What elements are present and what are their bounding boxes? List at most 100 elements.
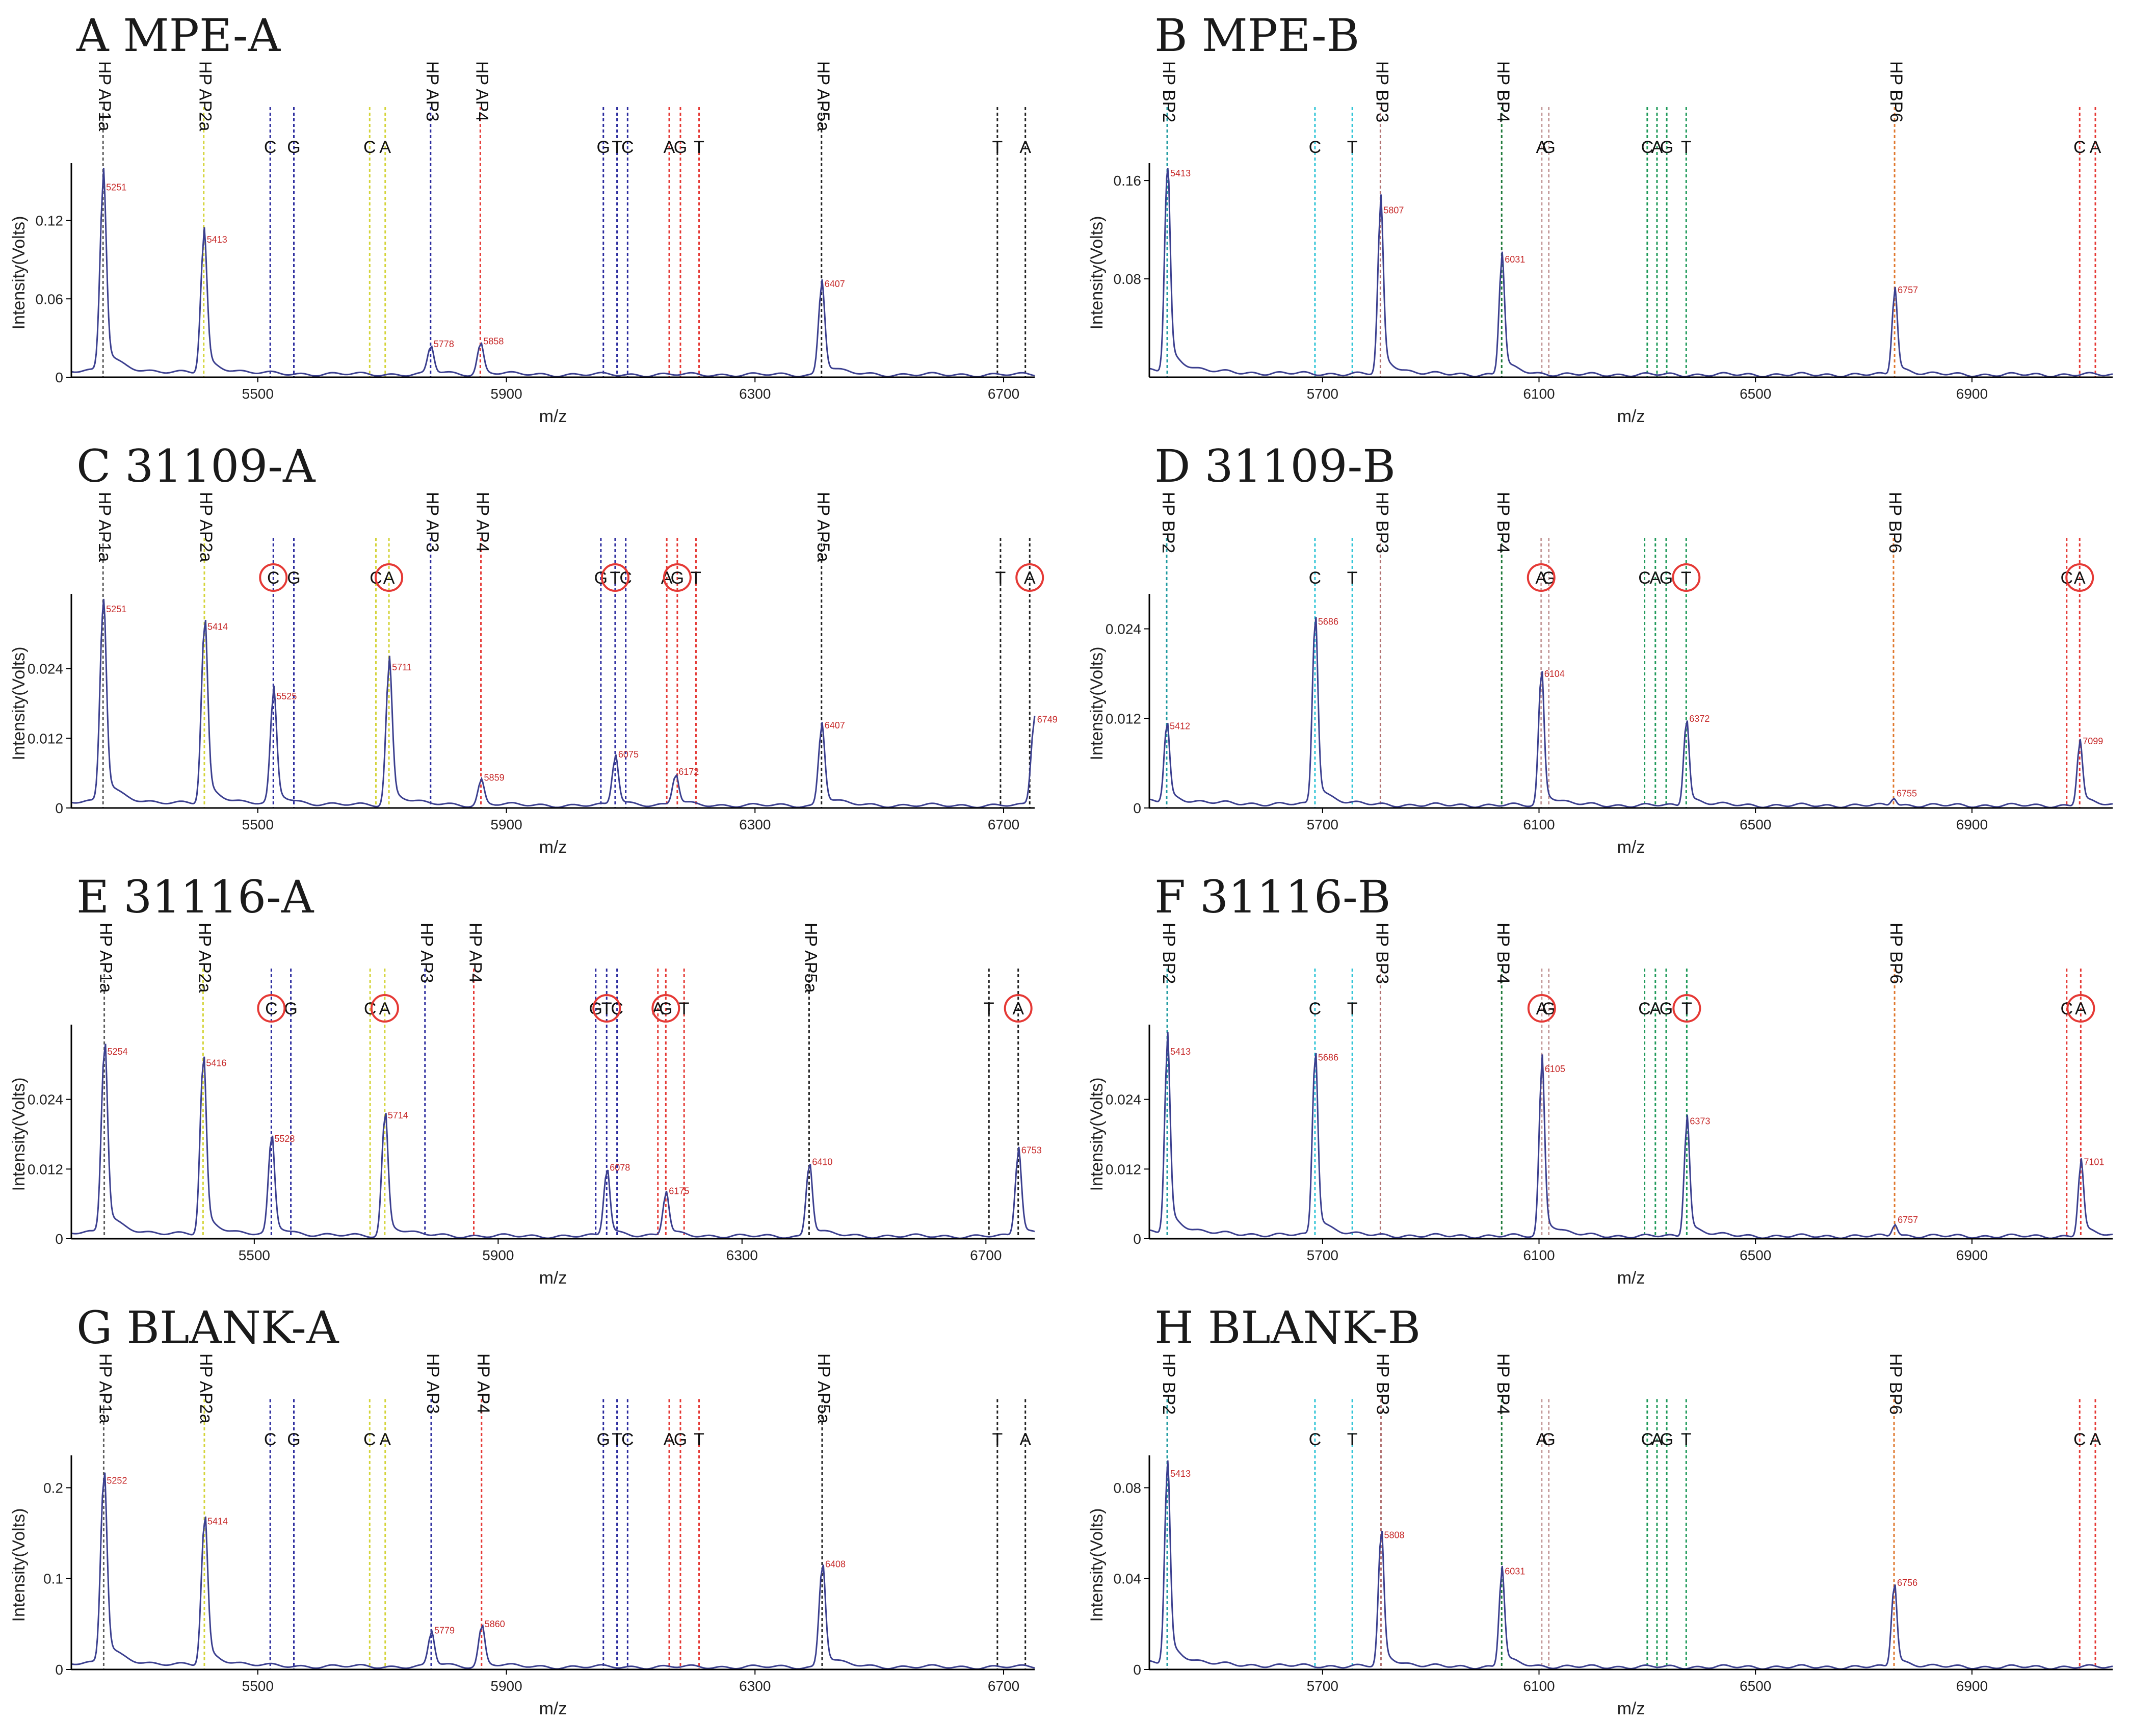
allele-label: T	[691, 568, 701, 588]
x-axis-label: m/z	[539, 838, 567, 857]
probe-label: HP AP3	[423, 1353, 442, 1414]
peak-label: 6031	[1505, 1567, 1525, 1577]
x-tick-label: 5900	[490, 1678, 522, 1694]
peak-label: 5808	[1384, 1530, 1404, 1540]
allele-label: A	[2074, 568, 2086, 588]
allele-label: G	[674, 1430, 687, 1449]
allele-label: G	[594, 568, 608, 588]
peak-label: 5860	[485, 1619, 505, 1629]
y-tick-label: 0.1	[43, 1571, 63, 1587]
allele-label: C	[1309, 568, 1322, 588]
spectrum-line	[1149, 617, 2113, 808]
x-axis-label: m/z	[539, 407, 567, 426]
probe-label: HP BP6	[1885, 492, 1905, 553]
allele-label: A	[1536, 999, 1547, 1019]
peak-label: 6410	[812, 1157, 832, 1167]
panel-title: H BLANK-B	[1154, 1301, 1421, 1354]
allele-label: T	[694, 138, 704, 157]
peak-label: 6407	[825, 720, 845, 730]
probe-label: HP BP6	[1886, 61, 1906, 122]
allele-label: T	[679, 999, 690, 1019]
probe-label: HP AP5a	[813, 492, 833, 562]
allele-label: T	[1681, 1430, 1692, 1449]
allele-label: A	[379, 1430, 391, 1449]
panel-title: F 31116-B	[1154, 871, 1390, 923]
allele-label: T	[612, 138, 622, 157]
probe-label: HP AP1a	[95, 492, 114, 562]
probe-label: HP AP2a	[196, 492, 216, 562]
spectrum-line	[71, 1472, 1035, 1670]
peak-label: 6373	[1690, 1116, 1710, 1127]
allele-label: T	[1347, 999, 1358, 1019]
allele-label: G	[1660, 568, 1673, 588]
allele-label: G	[1660, 1430, 1673, 1449]
variant-circle	[259, 563, 288, 592]
x-axis-label: m/z	[1617, 838, 1645, 857]
y-tick-label: 0.16	[1114, 173, 1142, 189]
variant-circle	[651, 994, 680, 1023]
y-axis-label: Intensity(Volts)	[1087, 1078, 1107, 1191]
peak-label: 6407	[825, 279, 845, 289]
allele-label: T	[610, 568, 621, 588]
peak-label: 5686	[1318, 1052, 1338, 1062]
x-tick-label: 6100	[1523, 1247, 1555, 1263]
allele-label: G	[1660, 999, 1673, 1019]
probe-label: HP BP2	[1159, 1353, 1178, 1415]
allele-label: G	[671, 568, 684, 588]
allele-label: G	[1542, 138, 1555, 157]
peak-label: 6757	[1898, 1215, 1918, 1225]
peak-label: 6104	[1544, 669, 1565, 679]
probe-label: HP BP3	[1372, 492, 1391, 553]
y-axis-label: Intensity(Volts)	[1087, 216, 1107, 330]
peak-label: 5416	[206, 1058, 226, 1068]
y-axis-label: Intensity(Volts)	[1087, 1508, 1107, 1622]
x-tick-label: 6700	[970, 1247, 1002, 1263]
probe-label: HP BP3	[1372, 923, 1391, 984]
y-axis-label: Intensity(Volts)	[9, 216, 29, 330]
peak-label: 5859	[484, 772, 505, 782]
peak-label: 5686	[1318, 617, 1338, 627]
y-tick-label: 0	[55, 1662, 63, 1678]
allele-label: G	[287, 1430, 300, 1449]
allele-label: A	[1536, 1430, 1547, 1449]
x-tick-label: 5700	[1307, 817, 1338, 832]
spectrum-line	[1149, 1460, 2113, 1670]
allele-label: A	[383, 568, 395, 588]
allele-label: C	[1309, 1430, 1322, 1449]
x-axis-label: m/z	[539, 1268, 567, 1288]
allele-label: C	[1641, 138, 1654, 157]
panel-title: C 31109-A	[76, 440, 316, 492]
probe-label: HP AP5a	[801, 923, 820, 993]
probe-label: HP BP2	[1159, 492, 1178, 553]
allele-label: G	[659, 999, 672, 1019]
x-tick-label: 6100	[1523, 386, 1555, 402]
allele-label: C	[1309, 999, 1322, 1019]
peak-label: 6172	[678, 767, 699, 777]
x-tick-label: 5700	[1307, 1678, 1338, 1694]
y-tick-label: 0	[1133, 800, 1141, 816]
y-axis-label: Intensity(Volts)	[1087, 647, 1107, 761]
allele-label: A	[652, 999, 664, 1019]
peak-label: 6372	[1689, 714, 1710, 724]
allele-label: A	[379, 999, 391, 1019]
x-tick-label: 5500	[242, 1678, 274, 1694]
allele-label: T	[1347, 568, 1358, 588]
allele-label: C	[2073, 1430, 2086, 1449]
variant-circle	[2065, 563, 2094, 592]
panel-title: B MPE-B	[1154, 9, 1359, 62]
x-axis-label: m/z	[1617, 1699, 1645, 1718]
x-tick-label: 5500	[242, 386, 274, 402]
allele-label: A	[1024, 568, 1036, 588]
y-tick-label: 0.2	[43, 1480, 63, 1496]
x-tick-label: 6900	[1956, 817, 1988, 832]
x-tick-label: 5500	[242, 817, 274, 832]
x-tick-label: 6700	[988, 1678, 1019, 1694]
x-tick-label: 5900	[482, 1247, 514, 1263]
x-axis-label: m/z	[1617, 407, 1645, 426]
y-tick-label: 0.12	[36, 213, 64, 229]
probe-label: HP AP1a	[96, 923, 116, 993]
y-tick-label: 0.012	[1106, 711, 1141, 726]
x-tick-label: 5900	[490, 817, 522, 832]
probe-label: HP AP2a	[196, 1353, 216, 1423]
